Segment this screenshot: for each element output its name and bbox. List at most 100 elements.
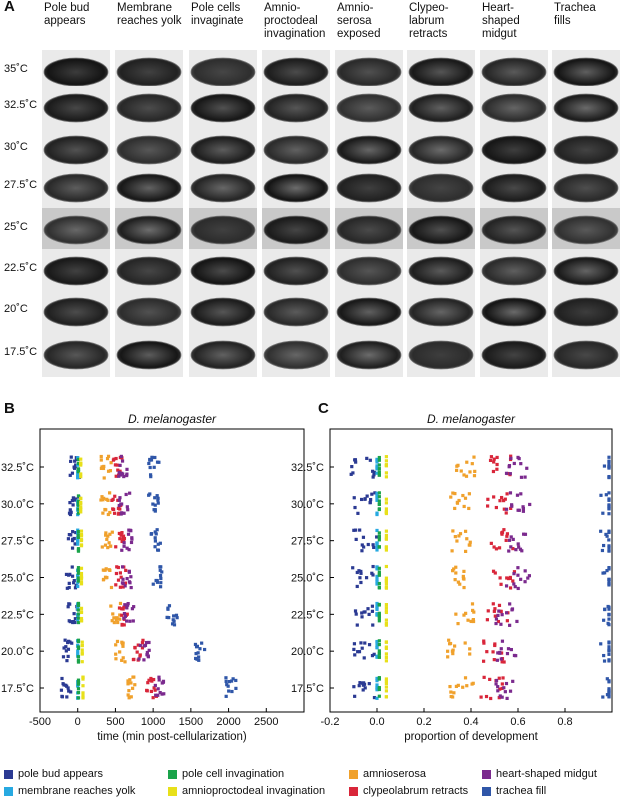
embryo-image [189, 208, 257, 252]
data-point [200, 641, 204, 645]
data-point [500, 682, 504, 686]
data-point [157, 678, 161, 682]
data-point [491, 469, 496, 474]
data-point [80, 644, 84, 648]
data-point [65, 684, 69, 688]
data-point [359, 641, 363, 645]
data-point [375, 464, 379, 468]
data-point [198, 647, 202, 651]
embryo-image [335, 128, 403, 172]
data-point [167, 604, 172, 608]
data-point [606, 621, 610, 625]
data-point [511, 679, 515, 683]
data-point [361, 683, 365, 687]
data-point [108, 510, 112, 515]
data-point [76, 681, 81, 685]
data-point [502, 499, 506, 503]
data-point [118, 585, 122, 589]
data-point [104, 567, 108, 571]
data-point [384, 685, 388, 689]
data-point [79, 510, 83, 514]
data-point [71, 620, 76, 624]
data-point [446, 655, 450, 659]
data-point [231, 677, 235, 681]
data-point [493, 614, 497, 618]
data-point [360, 543, 364, 547]
data-point [470, 462, 474, 466]
data-point [122, 541, 126, 545]
temperature-label: 30˚C [4, 141, 28, 153]
data-point [375, 512, 379, 517]
data-point [495, 455, 499, 460]
data-point [470, 602, 475, 606]
temperature-label: 25˚C [4, 221, 28, 233]
data-point [202, 647, 207, 652]
data-point [67, 581, 71, 585]
data-point [71, 530, 75, 534]
data-point [362, 545, 366, 549]
data-point [76, 678, 81, 682]
data-point [503, 497, 507, 501]
data-point [607, 680, 611, 684]
data-point [384, 464, 388, 468]
data-point [497, 609, 501, 613]
panel-letter-c: C [318, 400, 329, 417]
data-point [76, 542, 80, 546]
data-point [494, 678, 499, 683]
data-point [509, 506, 513, 510]
data-point [523, 580, 527, 584]
data-point [377, 467, 381, 471]
data-point [371, 564, 375, 569]
data-point [104, 531, 108, 535]
data-point [384, 621, 388, 626]
data-point [147, 461, 151, 466]
data-point [123, 614, 127, 619]
data-point [356, 650, 360, 654]
data-point [117, 498, 121, 502]
data-point [602, 659, 607, 663]
data-point [76, 574, 80, 578]
data-point [123, 584, 127, 588]
data-point [60, 676, 64, 681]
data-point [158, 573, 163, 578]
data-point [377, 585, 381, 589]
data-point [112, 511, 117, 515]
data-point [451, 529, 455, 533]
data-point [120, 511, 124, 515]
data-point [105, 537, 109, 541]
data-point [375, 582, 379, 586]
data-point [128, 678, 132, 682]
data-point [466, 618, 470, 622]
data-point [607, 549, 611, 553]
data-point [145, 688, 149, 692]
data-point [110, 530, 114, 534]
data-point [153, 503, 157, 507]
stage-header: Clypeo- labrum retracts [409, 2, 449, 40]
data-point [156, 496, 160, 500]
embryo-image [189, 166, 257, 210]
data-point [507, 549, 511, 553]
data-point [167, 616, 171, 620]
data-point [136, 643, 140, 647]
data-point [101, 511, 105, 515]
data-point [73, 542, 77, 546]
data-point [508, 586, 513, 590]
temperature-label: 32.5˚C [4, 99, 38, 111]
data-point [468, 470, 472, 474]
data-point [125, 576, 129, 581]
y-tick-label: 17.5˚C [1, 683, 34, 695]
data-point [500, 686, 504, 690]
data-point [123, 660, 127, 664]
data-point [479, 695, 483, 699]
x-axis-label: proportion of development [404, 731, 538, 743]
data-point [384, 497, 388, 501]
data-point [521, 509, 526, 513]
data-point [146, 681, 150, 685]
data-point [99, 458, 103, 462]
data-point [153, 530, 157, 534]
data-point [130, 537, 134, 541]
data-point [377, 455, 381, 460]
data-point [497, 696, 501, 700]
legend-item: trachea fill [482, 785, 546, 797]
embryo-image [480, 333, 548, 377]
